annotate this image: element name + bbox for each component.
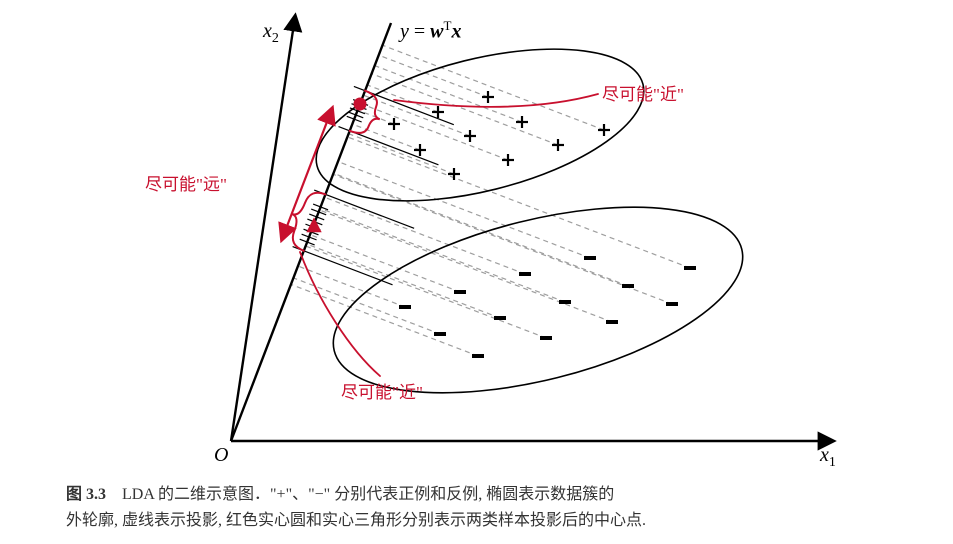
minus-marker (622, 284, 634, 288)
projection-dash (298, 266, 405, 307)
ellipse-plus (301, 20, 659, 229)
x-axis-label: x1 (820, 444, 836, 471)
projection-dash (352, 124, 420, 150)
y-axis-label: x2 (263, 20, 279, 47)
minus-marker (494, 316, 506, 320)
projection-dash (347, 137, 690, 268)
curly-brace (350, 91, 380, 133)
minus-marker (434, 332, 446, 336)
projection-dash (382, 45, 604, 130)
cluster-perp-line (314, 190, 414, 228)
annotation-far: 尽可能"远" (145, 170, 227, 195)
projection-dash (306, 246, 546, 338)
minus-marker (399, 305, 411, 309)
projection-dash (338, 162, 590, 258)
minus-marker (519, 272, 531, 276)
figure-caption: 图 3.3 LDA 的二维示意图．"+"、"−" 分别代表正例和反例, 椭圆表示… (66, 482, 886, 533)
projection-dash (363, 95, 470, 136)
projection-dash (310, 235, 460, 292)
projection-dash (320, 208, 565, 302)
projection-dash (349, 134, 454, 174)
minus-marker (666, 302, 678, 306)
pointer-near-plus (394, 94, 598, 107)
axes-layer (231, 17, 832, 441)
projection-dash (375, 66, 522, 122)
annotation-near-minus: 尽可能"近" (341, 378, 423, 403)
far-double-arrow (284, 114, 330, 234)
minus-marker (584, 256, 596, 260)
projection-dash (367, 85, 438, 112)
minus-marker (606, 320, 618, 324)
caption-line2: 外轮廓, 虚线表示投影, 红色实心圆和实心三角形分别表示两类样本投影后的中心点. (66, 512, 646, 529)
projection-dash (333, 174, 672, 304)
figure-container: x2 x1 O y = wTx 尽可能"远" 尽可能"近" 尽可能"近" 图 3… (0, 0, 953, 544)
projection-line-label: y = wTx (400, 18, 461, 44)
minus-marker (472, 354, 484, 358)
caption-label: 图 3.3 (66, 486, 106, 503)
minus-marker (559, 300, 571, 304)
projection-dash (379, 55, 488, 97)
annotation-near-plus: 尽可能"近" (602, 80, 684, 105)
minus-marker (684, 266, 696, 270)
cluster-perp-line (293, 247, 393, 285)
minus-marker (540, 336, 552, 340)
minus-marker (454, 290, 466, 294)
data-points-layer (388, 91, 696, 358)
origin-label: O (214, 444, 228, 467)
caption-line1: LDA 的二维示意图．"+"、"−" 分别代表正例和反例, 椭圆表示数据簇的 (122, 486, 614, 503)
lda-diagram-svg (0, 0, 953, 544)
projection-dash (333, 173, 628, 286)
centroid-plus-circle (354, 98, 367, 111)
